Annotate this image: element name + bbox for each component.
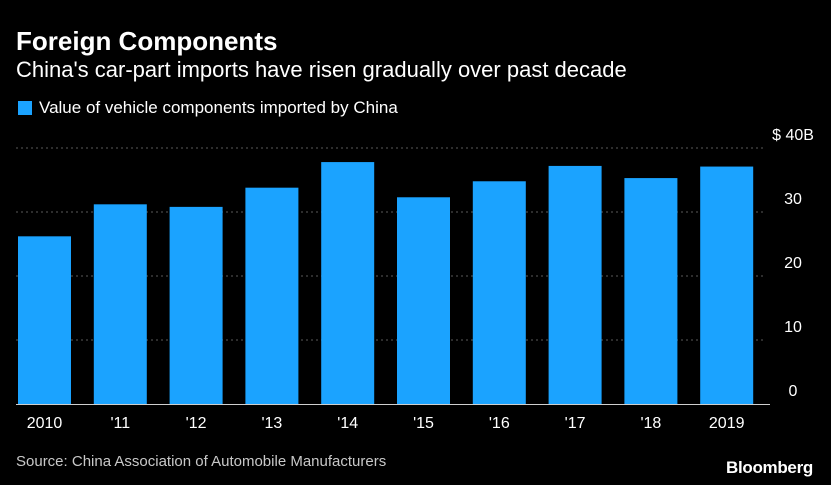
y-tick-label-30: 30: [784, 191, 802, 208]
bar-17: [548, 165, 602, 404]
y-tick-label-40: $ 40B: [772, 127, 814, 144]
chart-subtitle: China's car-part imports have risen grad…: [16, 57, 627, 82]
x-tick-label-17: '17: [565, 415, 586, 432]
x-tick-label-15: '15: [413, 415, 434, 432]
source-note: Source: China Association of Automobile …: [16, 453, 387, 470]
bar-15: [397, 197, 450, 404]
legend: Value of vehicle components imported by …: [18, 98, 398, 118]
legend-swatch: [18, 101, 32, 115]
x-tick-label-11: '11: [110, 415, 130, 432]
bar-14: [321, 162, 375, 404]
bar-16: [472, 181, 526, 404]
bar-12: [169, 206, 223, 404]
x-tick-label-16: '16: [489, 415, 510, 432]
bar-2019: [700, 166, 754, 404]
x-tick-label-13: '13: [261, 415, 282, 432]
bar-18: [624, 178, 678, 404]
y-tick-label-10: 10: [784, 319, 802, 336]
bar-2010: [18, 236, 71, 404]
x-tick-label-18: '18: [640, 415, 661, 432]
legend-label: Value of vehicle components imported by …: [39, 98, 398, 117]
y-tick-label-20: 20: [784, 255, 802, 272]
bar-13: [245, 187, 299, 404]
x-tick-label-12: '12: [186, 415, 207, 432]
bar-11: [93, 204, 147, 404]
y-tick-label-0: 0: [789, 383, 798, 400]
x-tick-label-14: '14: [337, 415, 358, 432]
chart-title: Foreign Components: [16, 26, 278, 56]
x-tick-label-2010: 2010: [27, 415, 63, 432]
bloomberg-logo: Bloomberg: [725, 458, 813, 477]
x-tick-label-2019: 2019: [709, 415, 745, 432]
